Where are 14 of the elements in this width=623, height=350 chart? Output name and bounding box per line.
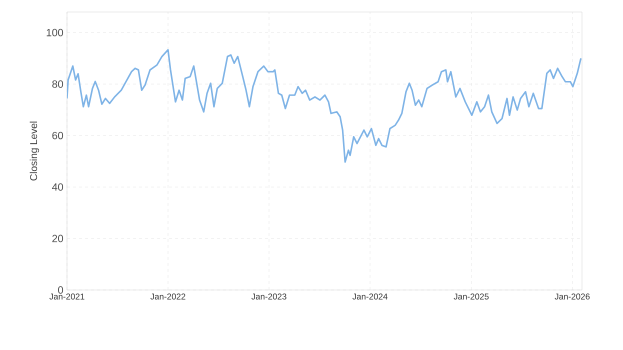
y-tick-label: 40	[52, 183, 64, 191]
x-tick-label: Jan-2024	[352, 294, 388, 300]
x-tick-label: Jan-2026	[554, 294, 590, 300]
line-series	[67, 49, 582, 163]
y-tick-label: 0	[58, 286, 64, 294]
x-tick-label: Jan-2023	[251, 294, 286, 300]
y-tick-label: 80	[52, 80, 64, 88]
x-tick-label: Jan-2025	[454, 294, 489, 300]
y-axis-title: Closing Level	[30, 122, 40, 181]
y-tick-label: 60	[52, 132, 64, 140]
x-tick-label: Jan-2021	[49, 294, 84, 300]
y-tick-label: 100	[46, 28, 64, 36]
x-tick-label: Jan-2022	[150, 294, 186, 300]
y-tick-label: 20	[52, 234, 64, 242]
